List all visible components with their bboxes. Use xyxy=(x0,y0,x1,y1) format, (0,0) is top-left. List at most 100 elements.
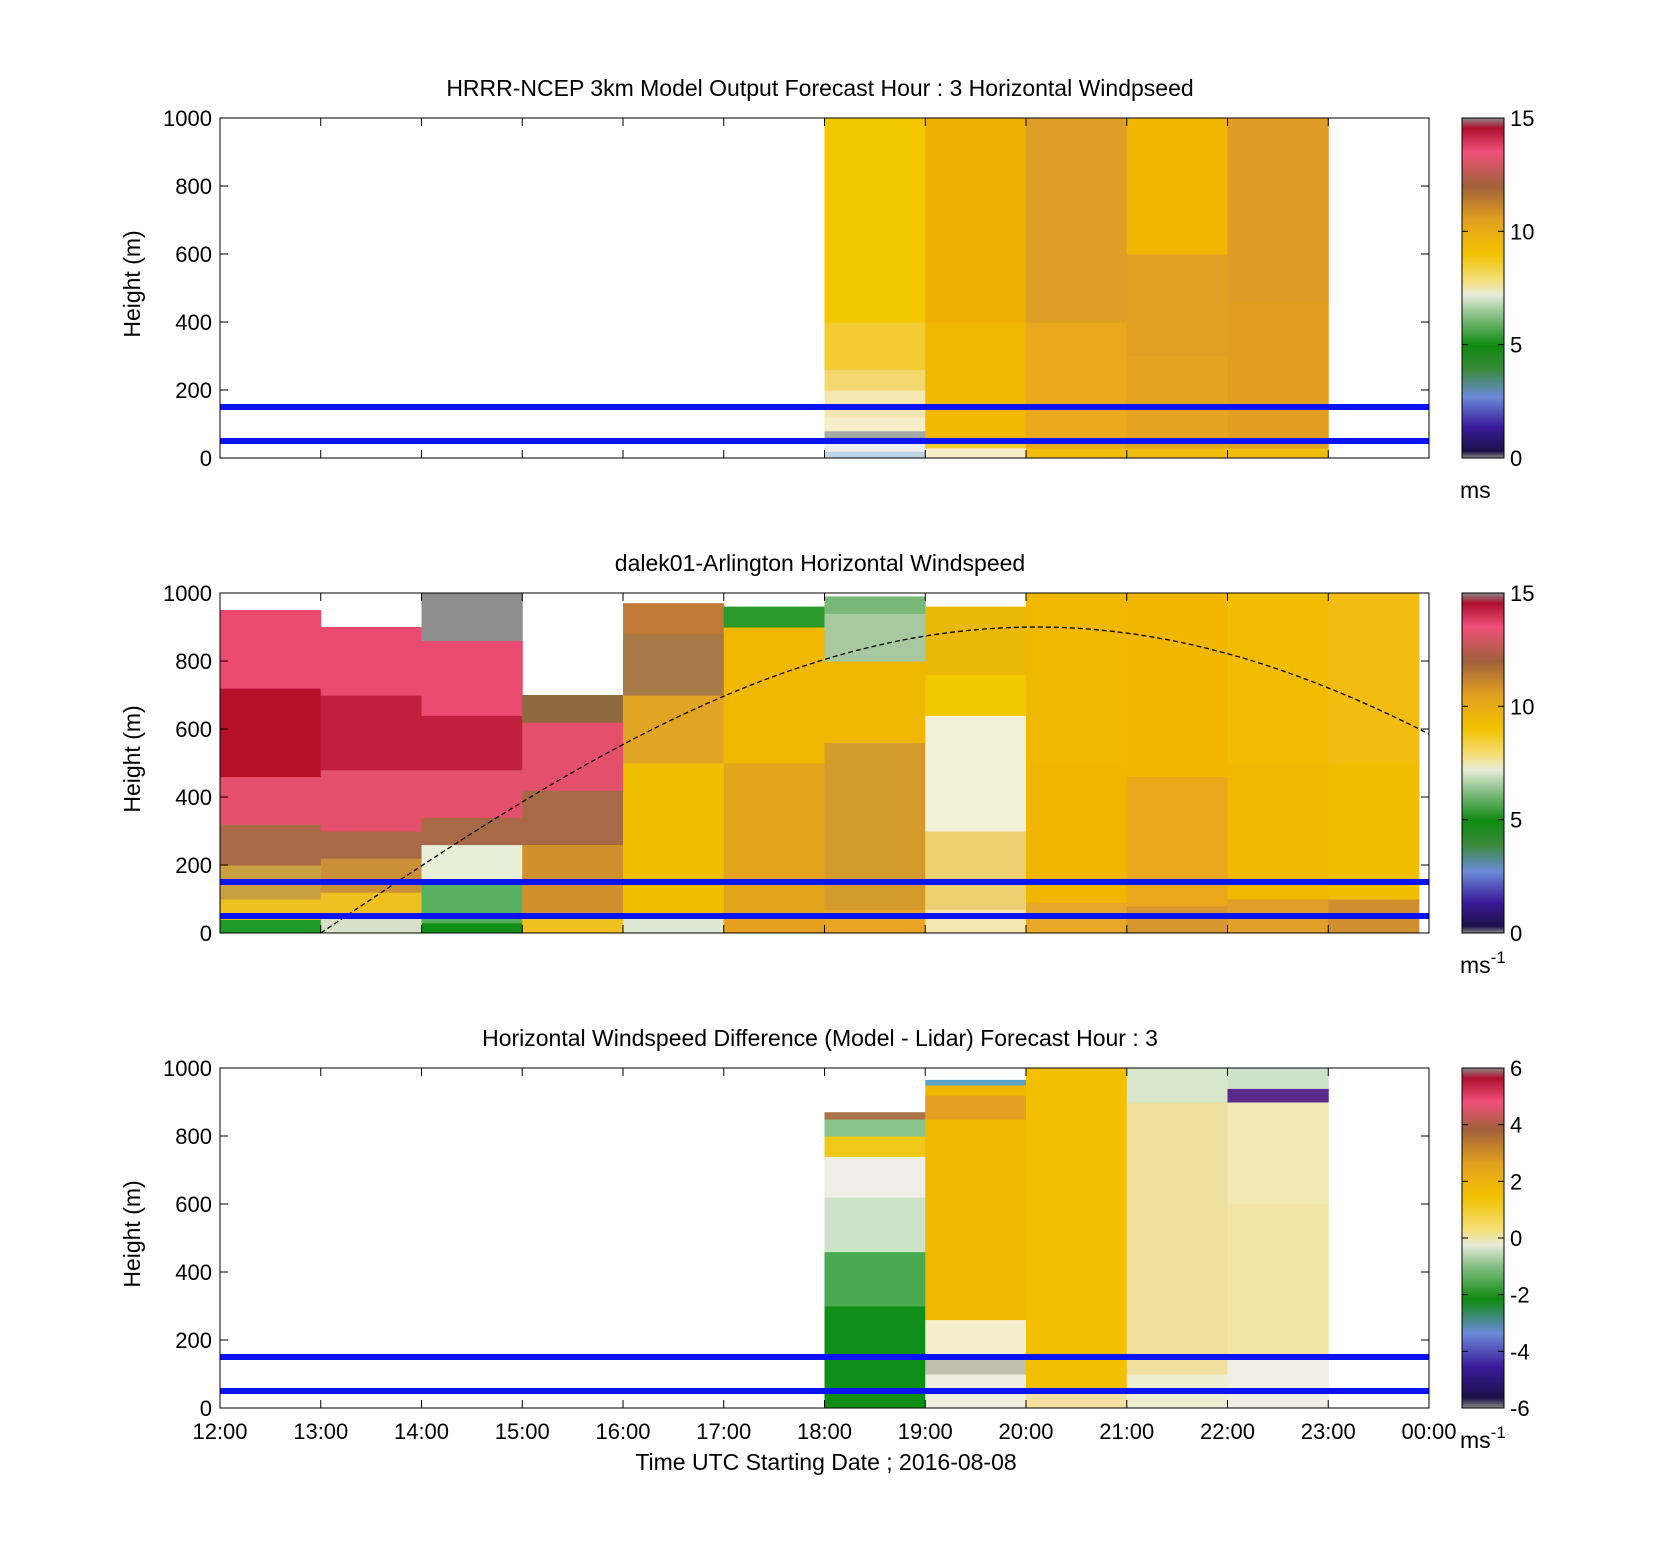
difference-x-ticks xyxy=(219,1068,1430,1408)
lidar-heatmap-cell xyxy=(1227,763,1329,900)
x-tick-label: 16:00 xyxy=(595,1419,650,1444)
model-y-ticks: 0 200 400 600 800 1000 xyxy=(163,106,1429,471)
difference-heatmap-cell xyxy=(925,1079,1027,1086)
lidar-heatmap-cell xyxy=(1126,593,1228,778)
difference-heatmap-cell xyxy=(824,1119,926,1137)
model-heatmap-cell xyxy=(824,430,926,439)
lidar-heatmap-cell xyxy=(421,593,523,642)
lidar-reference-lines xyxy=(220,879,1429,919)
model-colorbar-tick-label: 10 xyxy=(1510,219,1534,244)
lidar-heatmap-cell xyxy=(925,909,1027,934)
difference-colorbar-unit-exponent: -1 xyxy=(1491,1423,1506,1442)
lidar-heatmap-cell xyxy=(421,817,523,846)
lidar-heatmap-cell xyxy=(220,610,322,689)
lidar-heatmap-cell xyxy=(522,790,624,846)
model-heatmap-cell xyxy=(1126,447,1228,459)
difference-heatmap-cell xyxy=(925,1357,1027,1375)
model-panel-title: HRRR-NCEP 3km Model Output Forecast Hour… xyxy=(446,75,1193,101)
lidar-colorbar: 0 5 10 15 ms-1 xyxy=(1460,581,1534,978)
model-y-tick-label: 800 xyxy=(175,174,212,199)
x-tick-label: 12:00 xyxy=(192,1419,247,1444)
model-heatmap-cell xyxy=(824,322,926,371)
x-tick-label: 18:00 xyxy=(797,1419,852,1444)
model-heatmap-cell xyxy=(1026,322,1128,449)
difference-colorbar-tick-label: 4 xyxy=(1510,1113,1522,1138)
lidar-panel: dalek01-Arlington Horizontal Windspeed H… xyxy=(119,550,1534,978)
lidar-heatmap-cell xyxy=(1227,593,1329,764)
lidar-heatmap-cell xyxy=(623,695,725,764)
model-heatmap-cell xyxy=(925,447,1027,459)
difference-y-ticks: 0 200 400 600 800 1000 xyxy=(163,1056,1429,1421)
difference-reference-lines xyxy=(220,1354,1429,1394)
lidar-heatmap-cell xyxy=(1328,763,1420,900)
lidar-heatmap-cell xyxy=(320,627,422,696)
model-heatmap-cell xyxy=(1126,254,1228,357)
model-heatmap-cell xyxy=(1126,118,1228,255)
lidar-heatmap-cell xyxy=(421,640,523,716)
lidar-y-tick-label: 1000 xyxy=(163,581,212,606)
difference-heatmap-cell xyxy=(1227,1204,1329,1358)
lidar-heatmap-cell xyxy=(220,919,322,934)
model-colorbar: 0 5 10 15 ms xyxy=(1460,106,1534,503)
lidar-x-ticks xyxy=(219,593,1430,933)
difference-colorbar-tick-label: 6 xyxy=(1510,1056,1522,1081)
x-tick-label: 23:00 xyxy=(1301,1419,1356,1444)
model-heatmap-cell xyxy=(824,451,926,459)
model-colorbar-unit: ms xyxy=(1460,477,1491,503)
difference-heatmap-cell xyxy=(824,1136,926,1157)
lidar-heatmap-cell xyxy=(220,688,322,778)
x-tick-label: 15:00 xyxy=(495,1419,550,1444)
difference-heatmap-cell xyxy=(1227,1068,1329,1089)
lidar-y-ticks: 0 200 400 600 800 1000 xyxy=(163,581,1429,946)
lidar-colorbar-scale xyxy=(1461,592,1505,934)
model-heatmap-cell xyxy=(824,369,926,391)
model-heatmap-cell xyxy=(1126,356,1228,449)
difference-heatmap-cell xyxy=(925,1119,1027,1321)
model-colorbar-tick-label: 15 xyxy=(1510,106,1534,131)
lidar-heatmap-cell xyxy=(723,763,825,914)
difference-heatmap-cell xyxy=(824,1251,926,1307)
x-tick-label: 14:00 xyxy=(394,1419,449,1444)
lidar-heatmap-cell xyxy=(925,715,1027,832)
difference-panel: Horizontal Windspeed Difference (Model -… xyxy=(119,1025,1530,1453)
model-y-tick-label: 0 xyxy=(200,446,212,471)
model-y-tick-label: 400 xyxy=(175,310,212,335)
difference-y-tick-label: 0 xyxy=(200,1396,212,1421)
difference-heatmap-cell xyxy=(925,1085,1027,1096)
lidar-heatmap-cell xyxy=(421,769,523,818)
lidar-heatmap-cell xyxy=(320,695,422,771)
difference-y-tick-label: 200 xyxy=(175,1328,212,1353)
model-colorbar-tick-label: 0 xyxy=(1510,446,1522,471)
lidar-colorbar-tick-label: 10 xyxy=(1510,694,1534,719)
lidar-heatmap-cell xyxy=(320,892,422,917)
model-reference-lines xyxy=(220,404,1429,444)
model-colorbar-tick-label: 5 xyxy=(1510,333,1522,358)
lidar-panel-ylabel: Height (m) xyxy=(119,705,145,812)
model-heatmap-cell xyxy=(1026,447,1128,459)
lidar-heatmap-cell xyxy=(421,844,523,883)
difference-heatmap-cell xyxy=(1227,1357,1329,1409)
lidar-heatmap-cell xyxy=(925,831,1027,910)
lidar-heatmap-cell xyxy=(824,596,926,614)
lidar-heatmap-cell xyxy=(1126,905,1228,934)
difference-heatmap-cell xyxy=(824,1156,926,1198)
lidar-y-tick-label: 400 xyxy=(175,785,212,810)
model-heatmap-cell xyxy=(925,322,1027,439)
difference-heatmap-cell xyxy=(925,1319,1027,1358)
difference-y-tick-label: 400 xyxy=(175,1260,212,1285)
difference-panel-ylabel: Height (m) xyxy=(119,1180,145,1287)
lidar-heatmap-cell xyxy=(925,674,1027,716)
difference-heatmap-cell xyxy=(1227,1088,1329,1103)
difference-heatmap-cell xyxy=(1126,1102,1228,1375)
lidar-y-tick-label: 0 xyxy=(200,921,212,946)
model-heatmap-cell xyxy=(824,118,926,323)
lidar-heatmap-cell xyxy=(320,916,422,934)
lidar-heatmap-cell xyxy=(220,776,322,825)
model-heatmap-cell xyxy=(1227,447,1329,459)
lidar-heatmap-cell xyxy=(824,909,926,934)
model-heatmap-cell xyxy=(1227,118,1329,303)
difference-colorbar: -6 -4 -2 0 2 4 6 ms-1 xyxy=(1460,1056,1530,1453)
difference-heatmap-cell xyxy=(1126,1068,1228,1103)
lidar-heatmap-cell xyxy=(824,613,926,662)
